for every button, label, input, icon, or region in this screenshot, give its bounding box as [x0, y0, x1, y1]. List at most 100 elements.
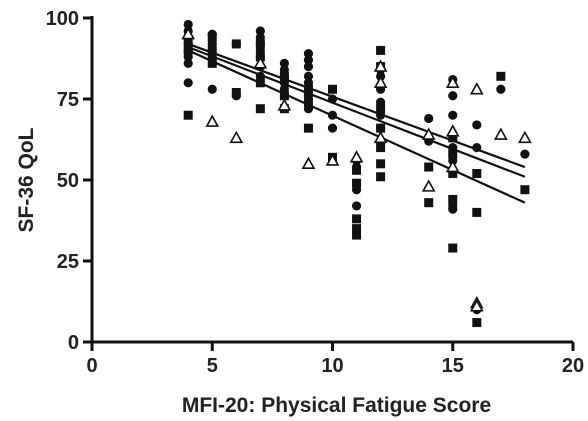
point-square — [448, 169, 458, 179]
point-circle — [303, 49, 314, 59]
point-square — [376, 143, 386, 153]
point-square — [424, 198, 434, 208]
point-triangle — [421, 127, 436, 140]
point-square — [328, 84, 337, 94]
x-axis-title: MFI-20: Physical Fatigue Score — [182, 394, 491, 417]
point-square — [303, 97, 313, 107]
point-square — [183, 45, 193, 55]
x-tick-label: 0 — [86, 355, 97, 377]
point-square — [448, 243, 458, 253]
point-square — [303, 123, 313, 133]
point-circle — [183, 58, 193, 68]
point-circle — [472, 143, 482, 153]
point-triangle — [373, 130, 388, 144]
point-triangle — [373, 75, 388, 88]
point-triangle — [373, 59, 388, 72]
axes — [90, 16, 573, 344]
regression-line — [187, 42, 526, 169]
y-tick-label: 25 — [57, 251, 79, 273]
point-circle — [351, 201, 362, 211]
regression-lines — [187, 42, 526, 204]
point-circle — [327, 123, 338, 133]
point-square — [255, 39, 265, 49]
x-tick-label: 5 — [207, 355, 218, 377]
point-triangle — [349, 150, 364, 163]
data-points — [181, 19, 532, 328]
point-square — [376, 45, 386, 55]
point-square — [279, 71, 289, 81]
y-tick-label: 50 — [57, 170, 79, 192]
point-square — [255, 78, 265, 88]
point-square — [448, 133, 458, 143]
point-circle — [255, 26, 265, 36]
point-triangle — [181, 27, 196, 40]
point-circle — [496, 84, 506, 94]
point-triangle — [469, 299, 484, 312]
point-square — [303, 84, 313, 94]
point-triangle — [277, 98, 292, 111]
point-square — [207, 58, 217, 68]
point-triangle — [301, 156, 316, 169]
point-circle — [303, 55, 314, 65]
point-square — [231, 39, 241, 49]
point-square — [207, 45, 217, 55]
point-square — [472, 169, 482, 179]
point-circle — [327, 110, 338, 120]
regression-line — [187, 49, 526, 204]
point-square — [352, 165, 362, 175]
x-tick-label: 10 — [321, 355, 343, 377]
point-square — [448, 194, 458, 204]
point-square — [376, 159, 386, 169]
point-square — [424, 162, 434, 172]
point-square — [183, 36, 193, 46]
point-square — [352, 230, 362, 240]
point-triangle — [325, 153, 340, 166]
x-tick-label: 20 — [562, 355, 584, 377]
point-circle — [520, 149, 530, 159]
point-square — [376, 123, 386, 133]
point-triangle — [493, 127, 508, 140]
regression-line — [187, 46, 526, 178]
point-square — [376, 104, 386, 114]
point-circle — [279, 58, 289, 68]
x-tick-label: 15 — [442, 355, 464, 377]
point-square — [352, 224, 362, 234]
point-triangle — [205, 114, 220, 127]
point-circle — [327, 94, 338, 104]
point-square — [496, 71, 506, 81]
point-circle — [424, 113, 434, 124]
point-square — [352, 214, 362, 224]
point-triangle — [253, 56, 268, 69]
point-circle — [448, 91, 458, 101]
point-triangle — [469, 82, 484, 95]
point-circle — [183, 19, 193, 30]
point-square — [472, 318, 482, 328]
point-circle — [303, 62, 314, 72]
point-circle — [207, 84, 217, 94]
point-square — [376, 172, 386, 182]
point-circle — [448, 204, 458, 214]
point-square — [352, 178, 362, 188]
y-tick-label: 100 — [46, 8, 79, 30]
point-triangle — [445, 159, 460, 173]
y-tick-label: 75 — [57, 89, 79, 111]
y-axis-title: SF-36 QoL — [15, 127, 38, 232]
point-square — [255, 104, 265, 114]
x-axis-ticks: 0 5 10 15 20 — [86, 342, 584, 377]
point-square — [183, 110, 193, 120]
point-circle — [448, 110, 458, 120]
point-triangle — [421, 179, 436, 192]
point-square — [472, 207, 482, 217]
point-triangle — [518, 130, 532, 144]
point-circle — [472, 120, 482, 130]
point-square — [448, 149, 458, 159]
point-square — [279, 91, 289, 101]
point-square — [520, 185, 530, 195]
point-circle — [183, 78, 193, 88]
point-triangle — [229, 130, 244, 144]
y-axis-ticks: 0 25 50 75 100 — [46, 8, 92, 354]
point-square — [231, 88, 241, 98]
point-circle — [303, 71, 314, 81]
point-triangle — [445, 75, 460, 88]
